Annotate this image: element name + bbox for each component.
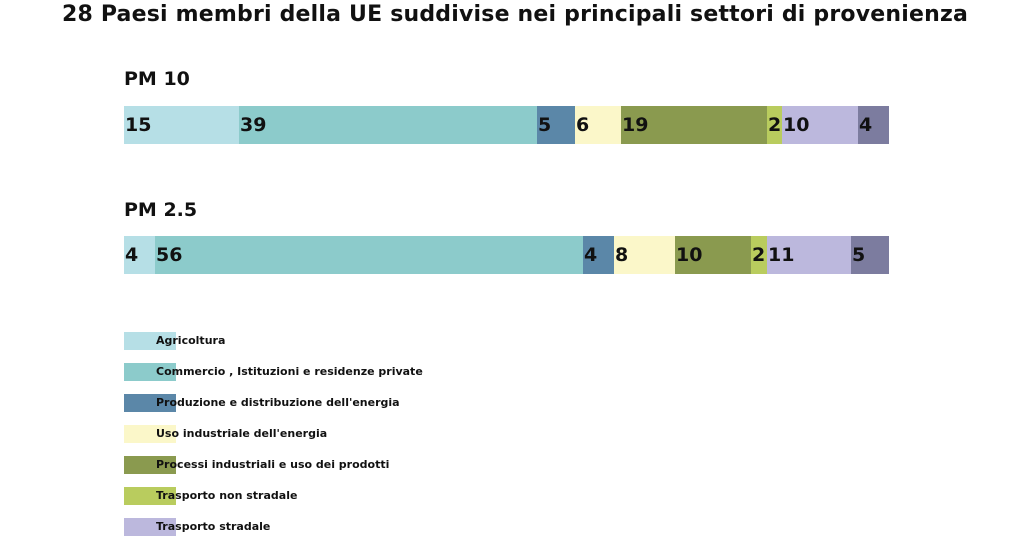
bar-segment-pm10-0: 15 xyxy=(124,106,239,144)
legend-label: Commercio , Istituzioni e residenze priv… xyxy=(156,365,423,378)
bar-pm25: 4 56 4 8 10 2 11 5 xyxy=(124,236,889,274)
bar-segment-pm10-2: 5 xyxy=(537,106,575,144)
bar-segment-pm25-0: 4 xyxy=(124,236,155,274)
legend-label: Processi industriali e uso dei prodotti xyxy=(156,458,390,471)
legend-swatch xyxy=(124,363,176,381)
legend-item: Produzione e distribuzione dell'energia xyxy=(124,394,544,425)
legend-item: Uso industriale dell'energia xyxy=(124,425,544,456)
legend: Agricoltura Commercio , Istituzioni e res… xyxy=(124,332,544,549)
legend-swatch xyxy=(124,518,176,536)
legend-label: Agricoltura xyxy=(156,334,226,347)
bar-label-pm10: PM 10 xyxy=(124,68,190,90)
bar-segment-pm25-5: 2 xyxy=(751,236,767,274)
bar-segment-pm10-7: 4 xyxy=(858,106,889,144)
legend-swatch xyxy=(124,487,176,505)
bar-segment-pm25-4: 10 xyxy=(675,236,751,274)
bar-segment-pm25-1: 56 xyxy=(155,236,583,274)
bar-segment-pm25-3: 8 xyxy=(614,236,675,274)
legend-swatch xyxy=(124,425,176,443)
legend-item: Agricoltura xyxy=(124,332,544,363)
bar-segment-pm10-1: 39 xyxy=(239,106,537,144)
bar-segment-pm10-4: 19 xyxy=(621,106,767,144)
bar-label-pm25: PM 2.5 xyxy=(124,199,198,221)
legend-item: Trasporto stradale xyxy=(124,518,544,549)
bar-segment-pm10-3: 6 xyxy=(575,106,621,144)
legend-label: Uso industriale dell'energia xyxy=(156,427,328,440)
legend-swatch xyxy=(124,456,176,474)
bar-segment-pm25-2: 4 xyxy=(583,236,614,274)
legend-label: Produzione e distribuzione dell'energia xyxy=(156,396,400,409)
bar-segment-pm25-6: 11 xyxy=(767,236,851,274)
bar-segment-pm10-6: 10 xyxy=(782,106,858,144)
legend-label: Trasporto non stradale xyxy=(156,489,298,502)
legend-item: Processi industriali e uso dei prodotti xyxy=(124,456,544,487)
legend-swatch xyxy=(124,332,176,350)
legend-swatch xyxy=(124,394,176,412)
bar-segment-pm10-5: 2 xyxy=(767,106,782,144)
bar-pm10: 15 39 5 6 19 2 10 4 xyxy=(124,106,889,144)
legend-item: Trasporto non stradale xyxy=(124,487,544,518)
bar-segment-pm25-7: 5 xyxy=(851,236,889,274)
legend-item: Commercio , Istituzioni e residenze priv… xyxy=(124,363,544,394)
legend-label: Trasporto stradale xyxy=(156,520,271,533)
chart-title: 28 Paesi membri della UE suddivise nei p… xyxy=(61,2,969,27)
